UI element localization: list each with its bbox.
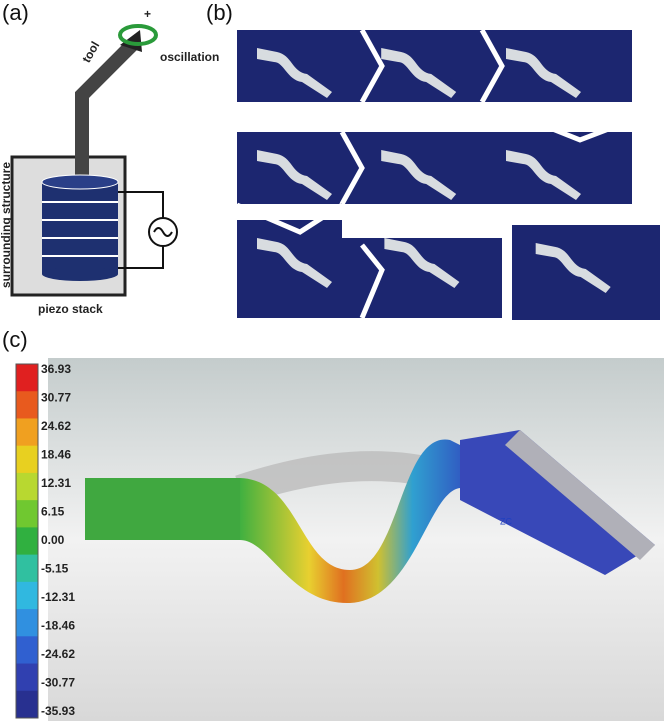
- colorbar-label: 36.93: [41, 362, 71, 376]
- colorbar-step: [16, 636, 38, 664]
- colorbar-step: [16, 391, 38, 419]
- colorbar-label: -24.62: [41, 647, 75, 661]
- colorbar-label: 0.00: [41, 533, 65, 547]
- gap: [362, 102, 530, 130]
- colorbar-label: -30.77: [41, 676, 75, 690]
- colorbar-label: -18.46: [41, 619, 75, 633]
- colorbar-step: [16, 582, 38, 610]
- piezo-discs: [42, 175, 118, 281]
- plus-label: +: [144, 7, 151, 21]
- ellipse: [42, 175, 118, 189]
- colorbar-label: 6.15: [41, 505, 65, 519]
- colorbar-step: [16, 664, 38, 692]
- colorbar-step: [16, 500, 38, 528]
- panel-label: (c): [2, 327, 28, 352]
- shank: [85, 478, 240, 540]
- frame: [362, 132, 482, 204]
- oscillation-label: oscillation: [160, 50, 219, 64]
- panel-label: (a): [2, 0, 29, 25]
- stack-label: piezo stack: [38, 302, 103, 316]
- panel-label: (b): [206, 0, 233, 25]
- tool-label: tool: [79, 39, 102, 65]
- colorbar-label: 24.62: [41, 419, 71, 433]
- colorbar-step: [16, 691, 38, 719]
- frame: [482, 132, 632, 204]
- colorbar-label: -5.15: [41, 562, 69, 576]
- rect: [42, 182, 118, 274]
- colorbar-label: 12.31: [41, 476, 71, 490]
- colorbar-step: [16, 555, 38, 583]
- colorbar-step: [16, 609, 38, 637]
- frame: [237, 132, 362, 204]
- structure-label: surrounding structure: [0, 162, 13, 288]
- gap: [342, 205, 510, 238]
- colorbar-label: 30.77: [41, 391, 71, 405]
- colorbar-step: [16, 364, 38, 392]
- colorbar-label: 18.46: [41, 448, 71, 462]
- colorbar-step: [16, 527, 38, 555]
- colorbar-label: -12.31: [41, 590, 75, 604]
- colorbar-label: -35.93: [41, 704, 75, 718]
- frame: [237, 30, 362, 102]
- colorbar-step: [16, 446, 38, 474]
- colorbar-step: [16, 418, 38, 446]
- simulation-frames: [237, 30, 660, 320]
- colorbar-step: [16, 473, 38, 501]
- ellipse: [42, 267, 118, 281]
- axis-marker: ZC: [500, 516, 512, 526]
- figure: (a) tool + oscillation surrounding struc…: [0, 0, 664, 721]
